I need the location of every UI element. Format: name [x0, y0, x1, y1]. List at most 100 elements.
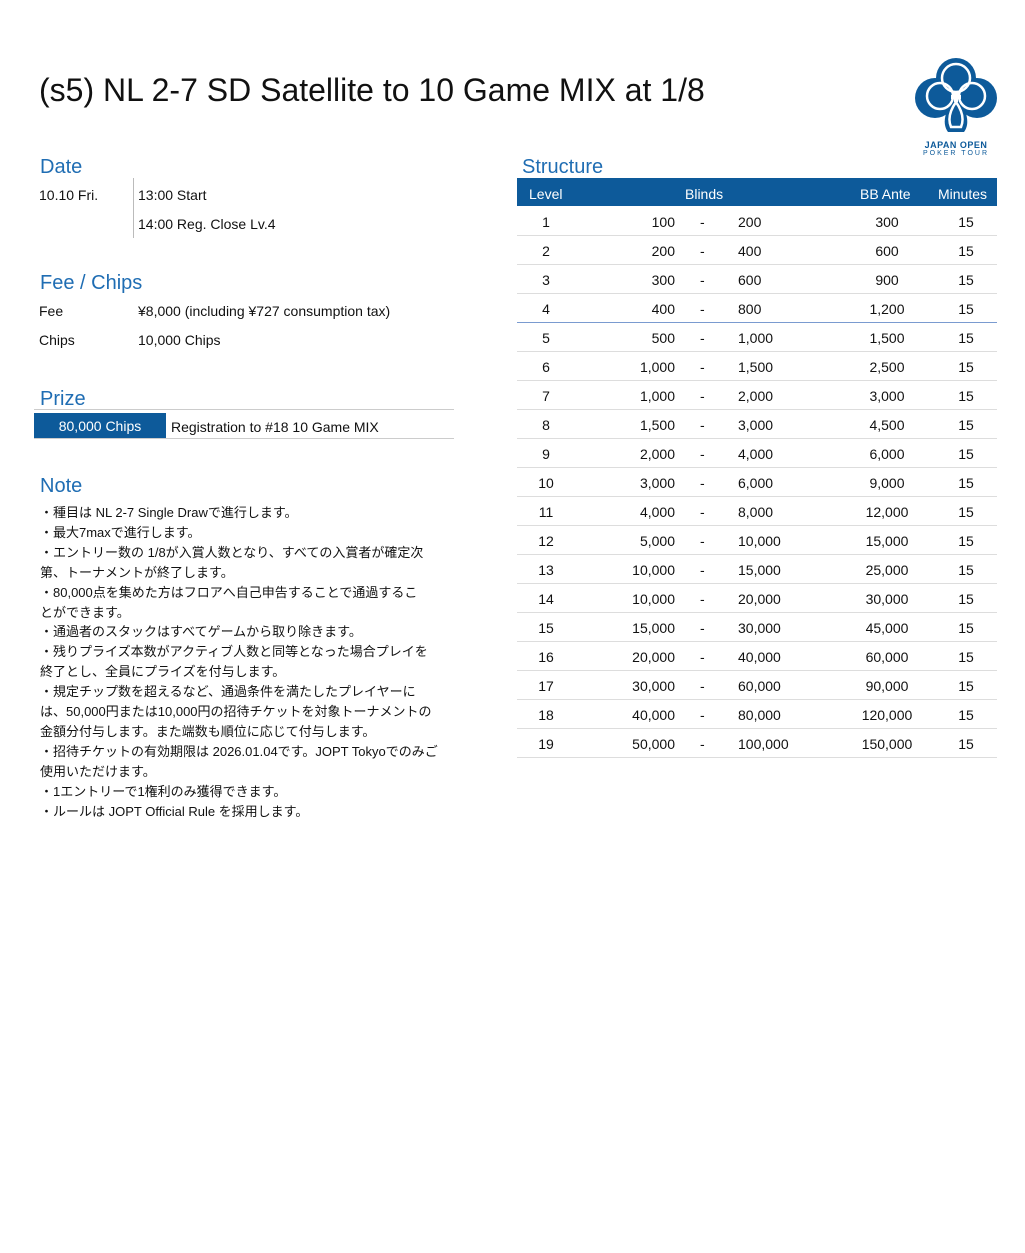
table-row: 2 200 - 400 600 15 — [517, 236, 997, 265]
cell-level: 13 — [538, 562, 554, 578]
cell-blind-separator: - — [700, 214, 705, 230]
cell-blind-separator: - — [700, 620, 705, 636]
cell-level: 17 — [538, 678, 554, 694]
table-row: 5 500 - 1,000 1,500 15 — [517, 323, 997, 352]
cell-big-blind: 800 — [738, 301, 762, 317]
cell-minutes: 15 — [958, 591, 974, 607]
table-row: 16 20,000 - 40,000 60,000 15 — [517, 642, 997, 671]
cell-level: 3 — [542, 272, 550, 288]
header-bb-ante: BB Ante — [860, 186, 911, 202]
cell-big-blind: 1,500 — [738, 359, 774, 375]
note-line: は、50,000円または10,000円の招待チケットを対象トーナメントの — [40, 704, 432, 720]
note-line: とができます。 — [40, 604, 130, 620]
cell-bb-ante: 3,000 — [869, 388, 905, 404]
divider — [133, 178, 134, 238]
cell-minutes: 15 — [958, 301, 974, 317]
cell-level: 9 — [542, 446, 550, 462]
table-row: 14 10,000 - 20,000 30,000 15 — [517, 584, 997, 613]
cell-minutes: 15 — [958, 649, 974, 665]
cell-big-blind: 10,000 — [738, 533, 781, 549]
cell-small-blind: 1,000 — [639, 388, 675, 404]
cell-bb-ante: 90,000 — [865, 678, 909, 694]
cell-minutes: 15 — [958, 736, 974, 752]
cell-minutes: 15 — [958, 446, 974, 462]
note-line: ・種目は NL 2-7 Single Drawで進行します。 — [40, 505, 298, 520]
cell-minutes: 15 — [958, 504, 974, 520]
page-title: (s5) NL 2-7 SD Satellite to 10 Game MIX … — [39, 72, 705, 108]
note-line: 終了とし、全員にプライズを付与します。 — [40, 664, 286, 680]
cell-minutes: 15 — [958, 359, 974, 375]
cell-big-blind: 8,000 — [738, 504, 774, 520]
table-row: 6 1,000 - 1,500 2,500 15 — [517, 352, 997, 381]
cell-small-blind: 10,000 — [632, 591, 675, 607]
table-row: 7 1,000 - 2,000 3,000 15 — [517, 381, 997, 410]
cell-blind-separator: - — [700, 533, 705, 549]
cell-level: 8 — [542, 417, 550, 433]
note-heading: Note — [40, 475, 83, 497]
cell-level: 14 — [538, 591, 554, 607]
note-line: 使用いただけます。 — [40, 763, 156, 779]
cell-bb-ante: 4,500 — [869, 417, 905, 433]
note-line: ・規定チップ数を超えるなど、通過条件を満たしたプレイヤーに — [40, 684, 416, 700]
cell-level: 2 — [542, 243, 550, 259]
cell-minutes: 15 — [958, 272, 974, 288]
cell-bb-ante: 1,200 — [869, 301, 905, 317]
table-row: 19 50,000 - 100,000 150,000 15 — [517, 729, 997, 758]
cell-big-blind: 1,000 — [738, 330, 774, 346]
cell-blind-separator: - — [700, 475, 705, 491]
table-row: 12 5,000 - 10,000 15,000 15 — [517, 526, 997, 555]
note-line: ・残りプライズ本数がアクティブ人数と同等となった場合プレイを — [40, 644, 428, 660]
divider — [34, 409, 454, 410]
cell-blind-separator: - — [700, 736, 705, 752]
cell-level: 10 — [538, 475, 554, 491]
cell-small-blind: 200 — [651, 243, 675, 259]
note-line: ・招待チケットの有効期限は 2026.01.04です。JOPT Tokyoでのみ… — [40, 743, 438, 759]
cell-big-blind: 4,000 — [738, 446, 774, 462]
cell-level: 6 — [542, 359, 550, 375]
cell-big-blind: 200 — [738, 214, 762, 230]
cell-minutes: 15 — [958, 330, 974, 346]
cell-minutes: 15 — [958, 214, 974, 230]
cell-small-blind: 10,000 — [632, 562, 675, 578]
note-line: ・エントリー数の 1/8が入賞人数となり、すべての入賞者が確定次 — [40, 544, 424, 560]
cell-bb-ante: 120,000 — [861, 707, 913, 723]
cell-small-blind: 400 — [651, 301, 675, 317]
cell-small-blind: 5,000 — [639, 533, 675, 549]
cell-small-blind: 20,000 — [632, 649, 675, 665]
cell-bb-ante: 600 — [875, 243, 899, 259]
prize-description: Registration to #18 10 Game MIX — [171, 419, 379, 435]
cell-big-blind: 20,000 — [738, 591, 781, 607]
note-line: ・最大7maxで進行します。 — [40, 524, 201, 540]
cell-big-blind: 600 — [738, 272, 762, 288]
cell-blind-separator: - — [700, 388, 705, 404]
reg-close: 14:00 Reg. Close Lv.4 — [138, 216, 276, 232]
table-row: 11 4,000 - 8,000 12,000 15 — [517, 497, 997, 526]
fee-label: Fee — [39, 303, 64, 319]
cell-small-blind: 50,000 — [632, 736, 675, 752]
fee-value: ¥8,000 (including ¥727 consumption tax) — [138, 303, 391, 319]
cell-blind-separator: - — [700, 562, 705, 578]
cell-bb-ante: 60,000 — [865, 649, 909, 665]
cell-bb-ante: 300 — [875, 214, 899, 230]
note-line: ・1エントリーで1権利のみ獲得できます。 — [40, 783, 287, 799]
cell-bb-ante: 15,000 — [865, 533, 909, 549]
cell-bb-ante: 9,000 — [869, 475, 905, 491]
chips-label: Chips — [39, 332, 75, 348]
cell-level: 11 — [538, 504, 554, 520]
cell-blind-separator: - — [700, 649, 705, 665]
cell-bb-ante: 900 — [875, 272, 899, 288]
cell-level: 18 — [538, 707, 554, 723]
cell-big-blind: 40,000 — [738, 649, 781, 665]
table-row: 8 1,500 - 3,000 4,500 15 — [517, 410, 997, 439]
cell-small-blind: 1,500 — [639, 417, 675, 433]
cell-blind-separator: - — [700, 707, 705, 723]
table-row: 4 400 - 800 1,200 15 — [517, 294, 997, 323]
cell-big-blind: 15,000 — [738, 562, 781, 578]
note-line: ・通過者のスタックはすべてゲームから取り除きます。 — [40, 624, 362, 640]
cell-level: 16 — [538, 649, 554, 665]
structure-table-header: Level Blinds BB Ante Minutes — [517, 178, 997, 206]
cell-level: 1 — [542, 214, 550, 230]
cell-blind-separator: - — [700, 272, 705, 288]
header-level: Level — [529, 186, 563, 202]
cell-small-blind: 4,000 — [639, 504, 675, 520]
